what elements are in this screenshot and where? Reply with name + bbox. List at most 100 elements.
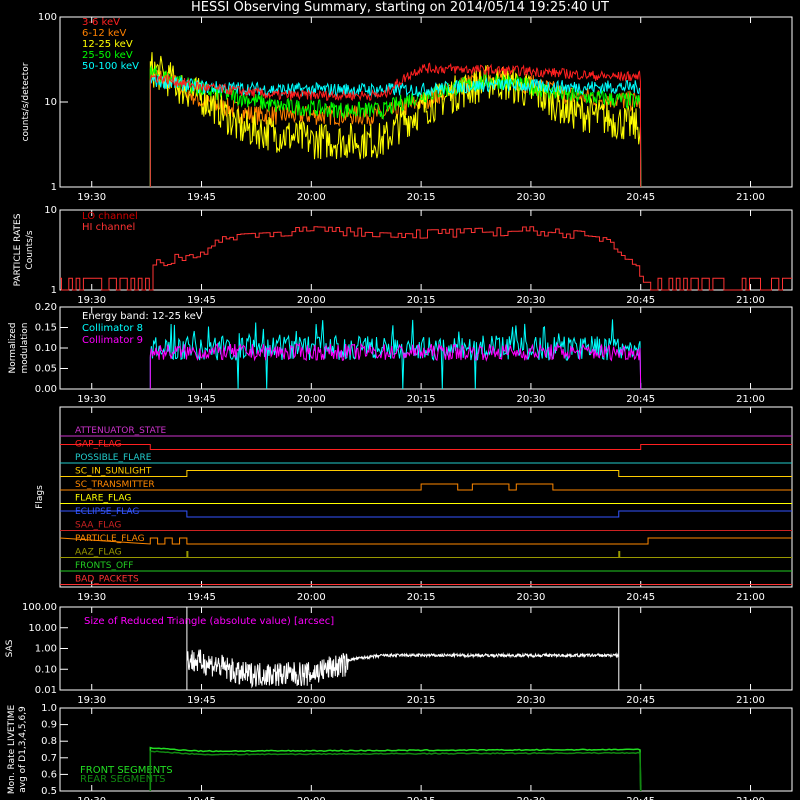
x-tick-label: 19:30 [77,695,106,706]
flag-label-aaz-flag: AAZ_FLAG [75,548,122,558]
x-tick-label: 21:00 [736,695,765,706]
x-tick-label: 19:30 [77,295,106,306]
flag-line-eclipse-flag [60,510,792,518]
y-tick-label: 0.00 [35,384,57,395]
x-tick-label: 20:30 [517,295,546,306]
x-tick-label: 21:00 [736,394,765,405]
y-axis-label-livetime: Mon. Rate LIVETIME [7,705,17,795]
y-axis-label-particle: PARTICLE RATES [13,213,23,286]
x-tick-label: 20:15 [407,796,436,800]
x-tick-label: 20:00 [297,394,326,405]
legend-entry: Collimator 8 [82,323,143,334]
panel-frame-2 [59,209,793,291]
series-line-Collimator-9 [149,342,642,390]
x-tick-label: 20:45 [626,592,655,603]
energy-band-annotation: Energy band: 12-25 keV [82,311,203,322]
legend-entry: FRONT SEGMENTS [80,765,173,776]
x-tick-label: 19:30 [77,394,106,405]
flag-line-aaz-flag [60,551,792,558]
y-tick-label: 0.20 [35,302,57,313]
y-axis-label-flags: Flags [35,485,45,509]
flag-label-saa-flag: SAA_FLAG [75,521,121,531]
panel-frame-4 [59,406,793,588]
series-line-REAR-SEGMENTS [149,750,642,792]
legend-entry: 25-50 keV [82,50,133,61]
x-tick-label: 20:30 [517,192,546,203]
chart-title: HESSI Observing Summary, starting on 201… [191,0,609,15]
x-tick-label: 19:45 [187,394,216,405]
x-tick-label: 21:00 [736,796,765,800]
y-tick-label: 0.5 [41,786,57,797]
y-axis-label-modulation: Normalized [8,322,18,373]
x-tick-label: 20:15 [407,394,436,405]
x-tick-label: 20:00 [297,592,326,603]
x-tick-label: 19:45 [187,192,216,203]
y-tick-label: 10 [44,205,57,216]
x-tick-label: 19:30 [77,796,106,800]
legend-entry: Collimator 9 [82,335,143,346]
y-tick-label: 1.0 [41,703,57,714]
flag-line-gap-flag [60,444,792,450]
y-tick-label: 0.6 [41,769,57,780]
x-tick-label: 20:00 [297,192,326,203]
legend-entry: LO channel [82,211,138,222]
x-tick-label: 20:15 [407,592,436,603]
y-tick-label: 100 [38,12,57,23]
x-tick-label: 20:15 [407,295,436,306]
legend-entry: HI channel [82,222,135,233]
x-tick-label: 21:00 [736,192,765,203]
x-tick-label: 20:45 [626,295,655,306]
y-tick-label: 0.9 [41,720,57,731]
y-tick-label: 10 [44,97,57,108]
x-tick-label: 20:45 [626,695,655,706]
x-tick-label: 20:45 [626,394,655,405]
flag-label-eclipse-flag: ECLIPSE_FLAG [75,507,139,517]
sas-trace [186,606,620,690]
panel-frame-6 [59,707,793,792]
x-tick-label: 20:00 [297,695,326,706]
x-tick-label: 19:45 [187,796,216,800]
x-tick-label: 20:00 [297,796,326,800]
y-axis-label-counts: counts/s/detector [21,62,31,141]
y-tick-label: 0.8 [41,736,57,747]
flag-label-sc-in-sunlight: SC_IN_SUNLIGHT [75,467,152,477]
series-line-12-25-keV [149,52,642,188]
x-tick-label: 20:00 [297,295,326,306]
y-tick-label: 10.00 [28,623,57,634]
y-tick-label: 1 [51,182,57,193]
legend-entry: 6-12 keV [82,28,126,39]
x-tick-label: 20:15 [407,695,436,706]
x-tick-label: 19:45 [187,592,216,603]
y-axis-label-sas: SAS [5,639,15,657]
flag-label-possible-flare: POSSIBLE_FLARE [75,453,152,463]
x-tick-label: 19:45 [187,695,216,706]
x-tick-label: 21:00 [736,592,765,603]
sas-annotation: Size of Reduced Triangle (absolute value… [84,616,334,627]
y-tick-label: 0.01 [35,685,57,696]
y-tick-label: 0.05 [35,364,57,375]
y-tick-label: 0.10 [35,664,57,675]
legend-entry: 3-6 keV [82,17,120,28]
x-tick-label: 20:30 [517,695,546,706]
y-tick-label: 0.7 [41,753,57,764]
y-tick-label: 0.10 [35,343,57,354]
legend-entry: 50-100 keV [82,61,139,72]
y-axis-label-livetime-2: avg of D1,3,4,5,6,9 [18,706,28,793]
x-tick-label: 20:45 [626,796,655,800]
y-axis-label-particle-units: Counts/s [25,230,35,269]
legend-entry: REAR SEGMENTS [80,774,166,785]
flag-label-sc-transmitter: SC_TRANSMITTER [75,480,155,490]
flag-label-attenuator-state: ATTENUATOR_STATE [75,426,167,436]
y-tick-label: 100.00 [22,602,57,613]
series-line-3-6-keV [149,62,642,188]
legend-entry: 12-25 keV [82,39,133,50]
x-tick-label: 21:00 [736,295,765,306]
flag-line-sc-transmitter [60,483,792,491]
x-tick-label: 19:45 [187,295,216,306]
y-tick-label: 0.15 [35,323,57,334]
y-tick-label: 1.00 [35,644,57,655]
x-tick-label: 20:15 [407,192,436,203]
flag-line-sc-in-sunlight [60,470,792,477]
flag-label-flare-flag: FLARE_FLAG [75,494,131,504]
